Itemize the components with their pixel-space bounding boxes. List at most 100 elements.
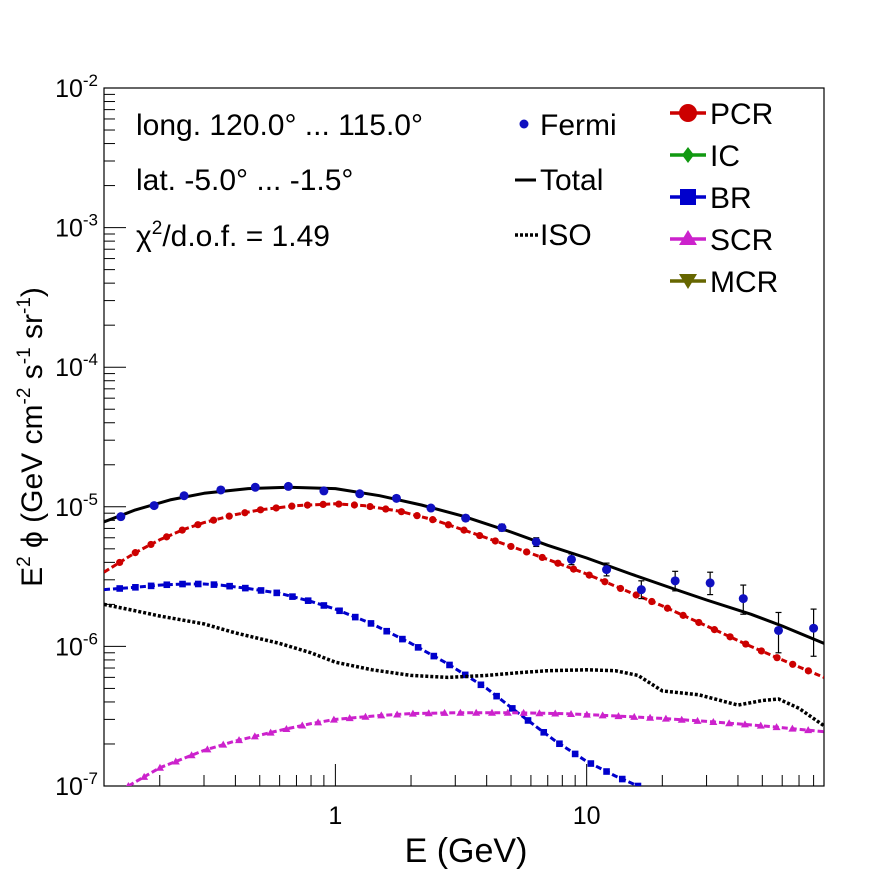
scr-marker <box>614 712 623 720</box>
br-marker <box>493 692 500 700</box>
legend-pcr-marker <box>679 104 697 122</box>
scr-marker <box>487 708 496 716</box>
fermi-point <box>531 537 541 548</box>
scr-marker <box>440 708 449 716</box>
fermi-point <box>738 584 748 615</box>
scr-marker <box>535 709 544 717</box>
pcr-marker <box>350 501 359 509</box>
pcr-marker <box>616 584 625 593</box>
pcr-marker <box>241 509 249 517</box>
pcr-marker <box>116 558 124 567</box>
y-tick-label: 10-2 <box>55 71 98 103</box>
pcr-marker <box>225 512 233 520</box>
pcr-marker <box>710 626 719 634</box>
scr-marker <box>377 711 386 719</box>
scr-marker <box>725 719 734 727</box>
scr-marker <box>282 724 291 732</box>
pcr-marker <box>554 559 562 567</box>
pcr-marker <box>742 640 750 648</box>
scr-marker <box>187 751 196 759</box>
br-marker <box>477 681 485 689</box>
scr-marker <box>472 708 481 716</box>
fermi-marker <box>391 493 401 503</box>
pcr-marker <box>444 521 452 529</box>
scr-marker <box>408 709 417 717</box>
fermi-point <box>670 570 680 592</box>
scr-marker <box>740 720 749 728</box>
scr-marker <box>503 708 512 716</box>
scr-marker <box>155 763 164 771</box>
scr-line <box>127 711 824 786</box>
fermi-point <box>461 513 471 523</box>
br-marker <box>571 750 579 758</box>
series-iso <box>104 602 824 728</box>
br-marker <box>147 582 155 590</box>
x-tick-label: 1 <box>328 802 342 830</box>
fermi-marker <box>774 625 784 635</box>
scr-marker <box>345 714 354 722</box>
scr-marker <box>140 772 149 780</box>
fermi-marker <box>319 486 329 496</box>
scr-marker <box>804 726 813 734</box>
legend-scr-label: SCR <box>710 224 773 257</box>
br-marker <box>242 584 249 592</box>
fermi-marker <box>116 512 126 522</box>
axis-tick-labels: 1 10 10-7 10-6 10-5 10-4 10-3 10-2 <box>55 71 601 830</box>
annotation-chi2: χ2/d.o.f. = 1.49 <box>136 218 330 253</box>
pcr-marker <box>804 667 812 675</box>
scr-marker <box>314 718 323 726</box>
pcr-marker <box>382 505 390 513</box>
pcr-marker <box>663 604 672 612</box>
pcr-marker <box>335 500 343 508</box>
scr-marker <box>393 710 402 718</box>
br-marker <box>603 768 610 775</box>
pcr-marker <box>288 502 296 510</box>
fermi-marker <box>497 523 507 533</box>
iso-line <box>104 602 824 728</box>
pcr-marker <box>319 500 327 508</box>
pcr-marker <box>726 633 734 641</box>
pcr-marker <box>789 660 797 668</box>
legend-right: PCR IC BR SCR MCR <box>670 98 778 299</box>
pcr-marker <box>679 611 687 619</box>
fermi-point <box>636 580 646 600</box>
fermi-data-layer <box>116 481 819 657</box>
pcr-marker <box>256 506 265 514</box>
fermi-point <box>250 482 260 492</box>
br-marker <box>540 729 548 736</box>
scr-marker <box>630 712 639 720</box>
scr-marker <box>456 708 465 716</box>
fermi-point <box>426 503 436 513</box>
scr-marker <box>424 709 433 717</box>
fermi-marker <box>216 485 226 495</box>
pcr-marker <box>491 537 499 545</box>
br-marker <box>524 717 532 724</box>
series-pcr <box>104 500 824 679</box>
scr-marker <box>298 721 307 729</box>
br-marker <box>556 740 563 748</box>
fermi-point <box>602 562 612 577</box>
pcr-marker <box>601 578 609 586</box>
annotation-longitude: long. 120.0° ... 115.0° <box>136 109 423 142</box>
fermi-marker <box>636 585 646 595</box>
pcr-marker <box>569 565 578 573</box>
scr-marker <box>219 740 228 748</box>
legend-iso-label: ISO <box>540 219 592 252</box>
fermi-point <box>497 523 507 533</box>
pcr-marker <box>131 549 139 557</box>
scr-marker <box>361 712 370 720</box>
scr-marker <box>709 717 718 725</box>
br-marker <box>163 581 171 589</box>
pcr-marker <box>523 548 531 556</box>
br-marker <box>399 635 406 643</box>
fermi-marker <box>426 503 436 513</box>
legend-ic-marker <box>682 147 694 163</box>
fermi-point <box>149 501 159 511</box>
scr-marker <box>329 715 338 723</box>
fermi-marker <box>149 501 159 511</box>
series-scr <box>126 708 824 786</box>
series-br <box>104 580 642 786</box>
br-marker <box>587 760 595 767</box>
pcr-marker <box>366 502 374 511</box>
